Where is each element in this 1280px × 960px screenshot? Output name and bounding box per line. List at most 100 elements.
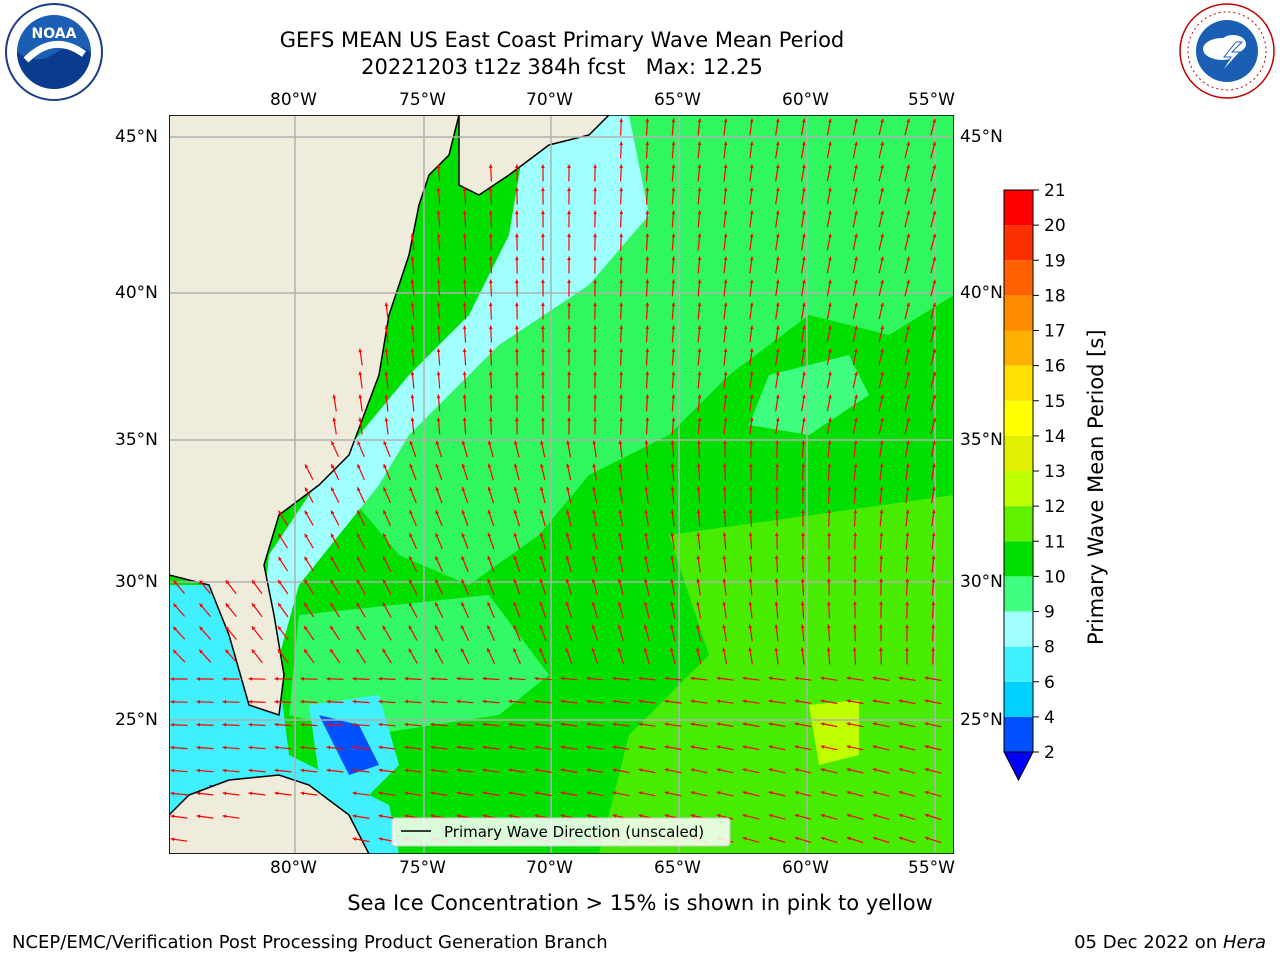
wave-arrow-head: [854, 279, 858, 284]
chart-title-line1: GEFS MEAN US East Coast Primary Wave Mea…: [279, 28, 845, 52]
wave-arrow-head: [932, 463, 936, 468]
wave-arrow-head: [906, 394, 911, 399]
wave-arrow-head: [274, 699, 279, 704]
wave-arrow-head: [586, 768, 591, 772]
colorbar-segment: [1004, 541, 1033, 577]
wave-arrow-head: [222, 677, 226, 681]
wave-arrow-head: [664, 676, 669, 681]
wave-arrow-head: [645, 256, 650, 261]
wave-arrow-head: [872, 699, 877, 703]
wave-arrow-head: [697, 348, 702, 353]
wave-arrow-head: [612, 676, 617, 681]
land-north-america: [169, 115, 460, 717]
wave-arrow-head: [352, 768, 357, 773]
wave-arrow-head: [278, 533, 282, 538]
wave-arrow-head: [775, 210, 780, 215]
wave-arrow-head: [592, 509, 596, 514]
wave-arrow-head: [671, 256, 676, 261]
wave-arrow-head: [828, 348, 832, 353]
wave-arrow-head: [846, 813, 851, 818]
wave-arrow-head: [565, 625, 570, 629]
wave-arrow-head: [331, 464, 335, 469]
wave-arrow-head: [880, 210, 884, 215]
wave-arrow-head: [794, 676, 799, 681]
wave-arrow-head: [775, 233, 780, 238]
wave-arrow-head: [748, 555, 753, 560]
wave-arrow-head: [513, 648, 517, 653]
wave-arrow-head: [906, 118, 911, 123]
wave-arrow-head: [404, 699, 409, 704]
wave-arrow-head: [566, 463, 570, 468]
wave-arrow-head: [644, 509, 649, 514]
wave-arrow-head: [716, 676, 721, 681]
wave-arrow-head: [222, 768, 227, 773]
colorbar-segment: [1004, 716, 1033, 752]
wave-arrow-head: [593, 302, 597, 307]
wave-arrow-head: [827, 440, 832, 445]
wave-arrow-head: [906, 210, 911, 215]
wave-arrow-head: [404, 814, 409, 818]
wave-arrow-head: [408, 648, 413, 653]
wave-arrow-head: [671, 210, 676, 215]
wave-arrow-head: [488, 417, 493, 422]
wave-arrow-head: [436, 256, 441, 261]
wave-arrow-head: [170, 722, 175, 727]
wave-arrow-head: [696, 555, 701, 560]
wave-arrow-head: [357, 533, 361, 538]
wave-arrow-head: [514, 394, 519, 399]
wave-arrow-head: [404, 768, 409, 773]
wave-arrow-head: [696, 647, 700, 652]
wave-arrow-head: [617, 601, 622, 606]
wave-arrow-head: [775, 141, 780, 146]
wave-arrow-head: [932, 440, 936, 445]
wave-arrow-head: [645, 118, 650, 123]
wave-arrow-head: [775, 509, 779, 514]
wave-arrow-head: [828, 118, 832, 123]
wave-arrow-head: [462, 279, 467, 284]
wave-arrow-head: [352, 791, 357, 796]
wave-arrow-head: [461, 625, 465, 630]
wave-arrow-head: [199, 603, 204, 608]
wave-arrow-head: [482, 699, 487, 704]
wave-arrow-head: [326, 745, 331, 750]
map-legend: Primary Wave Direction (unscaled): [391, 817, 731, 847]
colorbar-tick-label: 16: [1044, 357, 1066, 377]
wave-arrow-head: [410, 417, 415, 422]
wave-arrow-head: [906, 325, 911, 330]
wave-arrow-head: [592, 463, 596, 468]
wave-arrow-head: [330, 556, 335, 561]
wave-arrow-head: [378, 837, 383, 841]
lat-label-left-45n: 45°N: [115, 127, 158, 147]
wave-arrow-head: [356, 648, 360, 653]
wave-arrow-head: [619, 279, 624, 284]
wave-arrow-head: [828, 164, 832, 169]
colorbar-tick-label: 11: [1044, 532, 1066, 552]
lat-label-left-25n: 25°N: [115, 710, 158, 730]
wave-arrow-head: [514, 164, 519, 169]
wave-arrow-head: [593, 233, 597, 238]
wave-arrow-head: [435, 510, 439, 515]
wave-arrow-head: [664, 768, 669, 772]
wave-arrow-head: [567, 233, 571, 237]
wave-arrow-head: [879, 463, 884, 468]
wave-arrow-head: [748, 601, 753, 606]
wave-arrow-head: [671, 394, 676, 399]
wave-arrow-head: [828, 394, 832, 399]
wave-arrow-head: [196, 699, 201, 704]
wave-arrow-head: [854, 210, 858, 215]
wave-arrow-head: [592, 440, 597, 445]
wave-arrow-head: [173, 580, 178, 585]
wave-arrow-head: [384, 348, 389, 353]
wave-arrow-head: [854, 141, 858, 146]
wave-arrow-head: [749, 210, 754, 215]
wave-arrow-head: [768, 813, 773, 818]
wave-arrow-head: [716, 722, 721, 727]
wave-arrow-head: [853, 463, 858, 468]
wave-arrow-head: [775, 440, 780, 445]
wave-arrow-head: [645, 371, 650, 376]
wave-arrow-head: [196, 791, 201, 796]
wave-arrow-head: [880, 325, 884, 330]
wave-arrow-head: [880, 118, 884, 123]
wave-arrow-head: [846, 722, 851, 726]
wave-arrow-head: [586, 814, 591, 818]
